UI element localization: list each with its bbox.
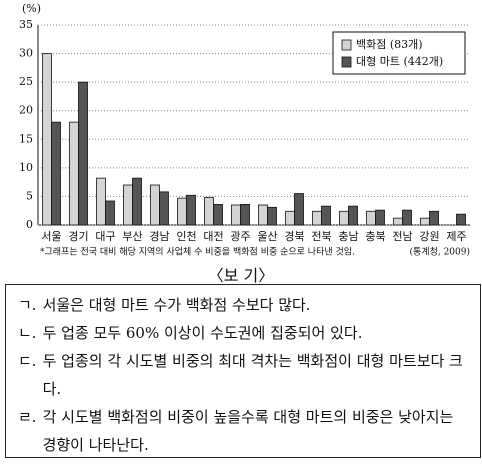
bar [213,204,223,226]
bar [456,213,466,226]
bar [429,210,439,226]
bar [402,209,412,226]
box-item: ㄹ. 각 시도별 백화점의 비중이 높을수록 대형 마트의 비중은 낮아지는 경향… [18,403,468,459]
y-unit: (%) [22,2,41,15]
y-tick-label: 0 [26,218,33,231]
bar [348,205,358,226]
y-tick-label: 35 [19,18,33,31]
bar [294,193,304,226]
footnote: *그래프는 전국 대비 해당 지역의 사업체 수 비중을 백화점 비중 순으로 … [40,246,355,258]
x-tick-label: 대구 [95,230,115,243]
item-label: ㄷ. [18,352,37,370]
bar [267,206,277,226]
bar [321,205,331,226]
x-tick-label: 전남 [392,230,412,243]
bar [375,209,385,226]
box: ㄱ. 서울은 대형 마트 수가 백화점 수보다 많다. ㄴ. 두 업종 모두 60% … [5,284,481,458]
item-label: ㄴ. [18,324,37,342]
x-tick-label: 경기 [68,230,88,243]
x-tick-label: 강원 [419,230,439,243]
item-label: ㄱ. [18,296,37,314]
legend-swatch [341,39,352,51]
bar [132,177,142,226]
bar [366,210,376,226]
bar [186,194,196,226]
box-item: ㄱ. 서울은 대형 마트 수가 백화점 수보다 많다. [18,291,468,319]
legend-swatch [341,56,352,68]
y-tick-label: 20 [19,104,33,117]
item-text: 두 업종의 각 시도별 비중의 최대 격차는 백화점이 대형 마트보다 크다. [42,352,463,398]
x-tick-label: 전북 [311,230,331,243]
x-tick-label: 충북 [365,230,385,243]
x-tick-label: 대전 [203,230,223,243]
x-tick-label: 제주 [446,230,466,243]
y-tick-label: 15 [19,132,33,145]
legend-label: 백화점 (83개) [356,38,423,51]
bar [69,121,79,226]
bar [159,191,169,226]
box-title: 〈보 기〉 [207,266,275,285]
y-tick-label: 5 [26,189,33,202]
legend-box [332,31,466,75]
bar [231,204,241,226]
bar [78,81,88,226]
bar [420,217,430,226]
y-tick-label: 30 [19,47,33,60]
bar [339,210,349,226]
item-label: ㄹ. [18,408,37,426]
x-tick-label: 경북 [284,230,304,243]
x-tick-label: 서울 [41,230,61,243]
bar [51,121,61,226]
legend-label: 대형 마트 (442개) [356,55,443,68]
bar [240,204,250,226]
bar [258,204,268,226]
x-tick-label: 인천 [176,229,196,243]
box-item: ㄷ. 두 업종의 각 시도별 비중의 최대 격차는 백화점이 대형 마트보다 크다… [18,347,468,403]
bar [312,210,322,226]
bar [96,177,106,226]
x-tick-label: 광주 [230,230,250,243]
box-item: ㄴ. 두 업종 모두 60% 이상이 수도권에 집중되어 있다. [18,319,468,347]
item-text: 두 업종 모두 60% 이상이 수도권에 집중되어 있다. [42,324,363,342]
chart: (%) *그래프는 전국 대비 해당 지역의 사업체 수 비중을 백화점 비중 … [19,2,471,258]
item-text: 각 시도별 백화점의 비중이 높을수록 대형 마트의 비중은 낮아지는 경향이 … [42,408,454,454]
bar [177,197,187,226]
bar [150,184,160,226]
bar [285,210,295,226]
item-text: 서울은 대형 마트 수가 백화점 수보다 많다. [42,296,311,314]
bar [123,184,133,226]
source: (통계청, 2009) [410,246,471,258]
y-tick-label: 10 [19,161,33,174]
x-tick-label: 울산 [257,230,277,243]
x-tick-label: 충남 [338,230,358,243]
y-tick-label: 25 [19,75,33,88]
bar [204,197,214,226]
bar [42,53,52,226]
bar [105,200,115,226]
bar [393,217,403,226]
x-tick-label: 부산 [122,230,142,243]
x-tick-label: 경남 [149,230,169,243]
